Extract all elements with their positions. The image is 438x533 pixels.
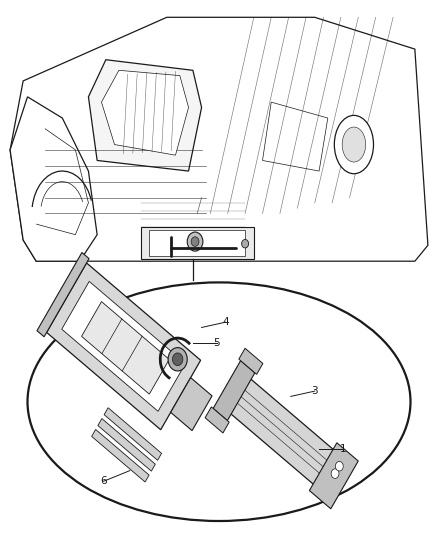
Circle shape [187,232,203,251]
Circle shape [173,353,183,366]
Text: 4: 4 [222,317,229,327]
Polygon shape [102,70,188,155]
Polygon shape [149,230,245,256]
Circle shape [336,462,343,471]
Text: 3: 3 [311,386,318,396]
Polygon shape [141,227,254,259]
Polygon shape [104,408,162,461]
Ellipse shape [334,115,374,174]
Polygon shape [10,97,97,261]
Polygon shape [224,373,340,490]
Ellipse shape [28,282,410,521]
Polygon shape [98,418,155,471]
Polygon shape [46,263,201,430]
Polygon shape [213,361,255,421]
Text: 6: 6 [100,477,107,486]
Text: 1: 1 [340,445,346,455]
Circle shape [191,237,199,246]
Polygon shape [171,377,212,431]
Polygon shape [81,302,169,394]
Circle shape [242,239,249,248]
Ellipse shape [342,127,366,162]
Polygon shape [309,443,358,509]
Polygon shape [88,60,201,171]
Polygon shape [262,102,328,171]
Polygon shape [37,253,89,337]
Circle shape [331,469,339,479]
Polygon shape [62,281,185,411]
Polygon shape [92,430,149,482]
Text: 5: 5 [213,338,220,349]
Circle shape [168,348,187,371]
Polygon shape [10,17,428,261]
Polygon shape [239,348,263,374]
Polygon shape [205,407,229,433]
